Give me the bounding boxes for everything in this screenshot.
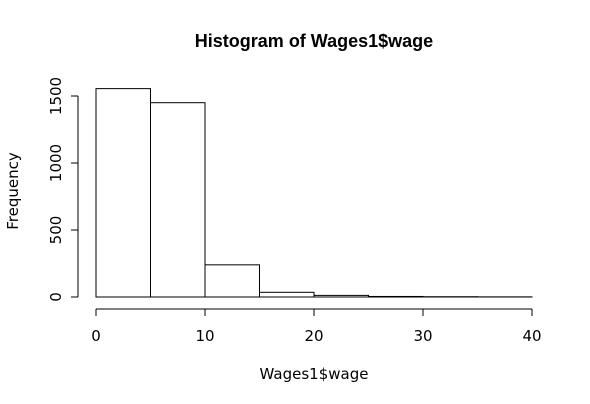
histogram-bar-0 <box>95 88 151 298</box>
histogram-bar-3 <box>259 291 315 298</box>
x-tick-label-3: 30 <box>413 327 432 345</box>
y-tick-label-3: 1500 <box>47 77 65 115</box>
x-tick-label-0: 0 <box>91 327 101 345</box>
y-tick-label-1: 500 <box>47 216 65 245</box>
y-axis-label: Frequency <box>4 152 22 230</box>
x-axis-label: Wages1$wage <box>260 365 369 383</box>
histogram-bar-4 <box>313 294 369 298</box>
histogram-bar-2 <box>204 264 260 298</box>
chart-title: Histogram of Wages1$wage <box>195 31 433 51</box>
histogram-bar-1 <box>150 102 206 298</box>
x-tick-label-1: 10 <box>195 327 214 345</box>
y-tick-label-0: 0 <box>47 292 65 302</box>
bars-group <box>95 88 533 298</box>
x-tick-label-2: 20 <box>304 327 323 345</box>
y-axis: 0 500 1000 1500 <box>47 77 79 302</box>
x-tick-label-4: 40 <box>522 327 541 345</box>
x-axis: 0 10 20 30 40 <box>91 308 542 345</box>
y-tick-label-2: 1000 <box>47 144 65 182</box>
histogram-bar-5 <box>368 295 424 298</box>
